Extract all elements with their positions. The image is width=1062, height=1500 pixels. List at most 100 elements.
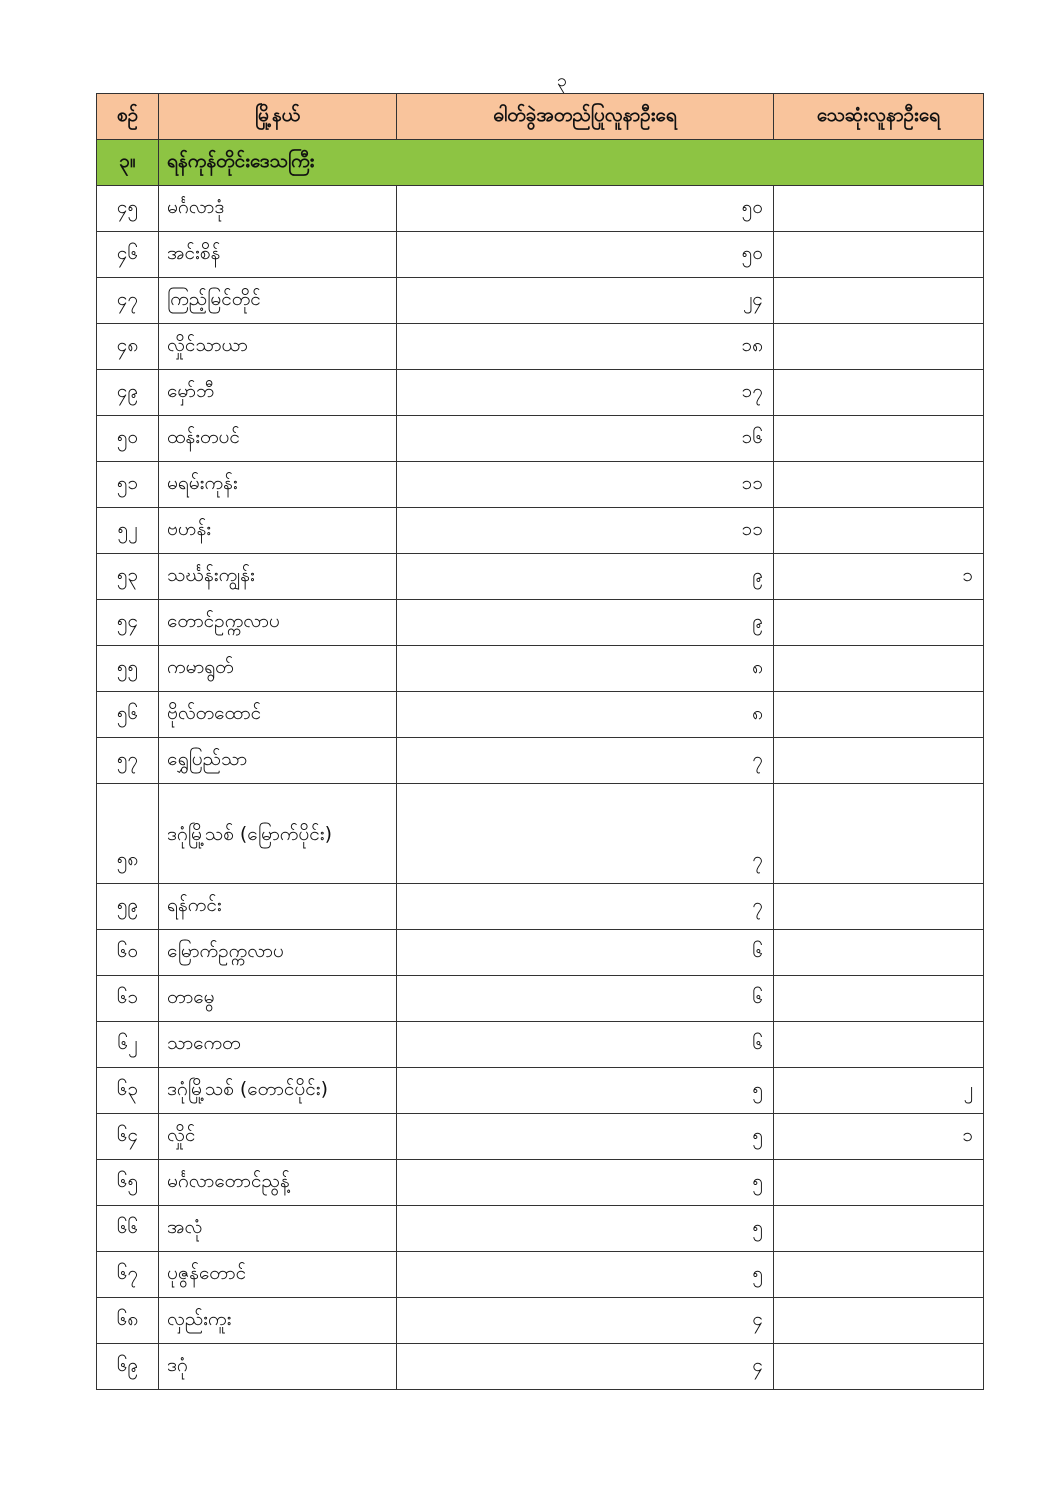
row-no: ၆၄ bbox=[96, 1113, 159, 1160]
township-name: ကြည့်မြင်တိုင် bbox=[158, 277, 397, 324]
death-count bbox=[773, 507, 984, 554]
township-name: ဗဟန်း bbox=[158, 507, 397, 554]
table-row: ၆၉ ဒဂုံ၄ bbox=[96, 1343, 984, 1390]
township-name: ထန်းတပင် bbox=[158, 415, 397, 462]
row-no: ၅၆ bbox=[96, 691, 159, 738]
row-no: ၄၅ bbox=[96, 185, 159, 232]
header-deaths: သေဆုံးလူနာဦးရေ bbox=[773, 93, 984, 140]
row-no: ၆၀ bbox=[96, 929, 159, 976]
confirmed-count: ၅၀ bbox=[396, 185, 774, 232]
table-row: ၅၃ သင်္ဃန်းကျွန်း၉၁ bbox=[96, 553, 984, 600]
death-count bbox=[773, 1297, 984, 1344]
row-no: ၆၈ bbox=[96, 1297, 159, 1344]
death-count bbox=[773, 599, 984, 646]
township-name: ပုဇွန်တောင် bbox=[158, 1251, 397, 1298]
row-no: ၄၇ bbox=[96, 277, 159, 324]
township-name: တာမွေ bbox=[158, 975, 397, 1022]
confirmed-count: ၁၈ bbox=[396, 323, 774, 370]
confirmed-count: ၁၁ bbox=[396, 507, 774, 554]
confirmed-count: ၇ bbox=[396, 783, 774, 884]
row-no: ၆၂ bbox=[96, 1021, 159, 1068]
township-name: ဒဂုံ bbox=[158, 1343, 397, 1390]
table-row: ၄၈ လှိုင်သာယာ ၁၈ bbox=[96, 323, 984, 370]
death-count bbox=[773, 461, 984, 508]
header-no: စဉ် bbox=[96, 93, 159, 140]
table-row: ၆၃ ဒဂုံမြို့သစ် (တောင်ပိုင်း) ၅၂ bbox=[96, 1067, 984, 1114]
confirmed-count: ၈ bbox=[396, 645, 774, 692]
table-row: ၅၇ ရွှေပြည်သာ၇ bbox=[96, 737, 984, 784]
table-row: ၅၉ ရန်ကင်း၇ bbox=[96, 883, 984, 930]
row-no: ၆၉ bbox=[96, 1343, 159, 1390]
page-number: ၃ bbox=[556, 70, 568, 91]
township-name: မရမ်းကုန်း bbox=[158, 461, 397, 508]
township-name: လှည်းကူး bbox=[158, 1297, 397, 1344]
township-cases-table: စဉ် မြို့နယ် ဓါတ်ခွဲအတည်ပြုလူနာဦးရေ သေဆု… bbox=[96, 93, 984, 1390]
death-count bbox=[773, 1251, 984, 1298]
section-title: ရန်ကုန်တိုင်းဒေသကြီး bbox=[158, 139, 984, 186]
confirmed-count: ၄ bbox=[396, 1297, 774, 1344]
row-no: ၆၇ bbox=[96, 1251, 159, 1298]
township-name: တောင်ဥက္ကလာပ bbox=[158, 599, 397, 646]
death-count bbox=[773, 737, 984, 784]
township-name: ဒဂုံမြို့သစ် (မြောက်ပိုင်း) bbox=[158, 783, 397, 884]
township-name: သင်္ဃန်းကျွန်း bbox=[158, 553, 397, 600]
death-count bbox=[773, 415, 984, 462]
confirmed-count: ၅ bbox=[396, 1159, 774, 1206]
confirmed-count: ၅ bbox=[396, 1205, 774, 1252]
death-count: ၁ bbox=[773, 1113, 984, 1160]
confirmed-count: ၈ bbox=[396, 691, 774, 738]
row-no: ၅၀ bbox=[96, 415, 159, 462]
row-no: ၄၈ bbox=[96, 323, 159, 370]
table-row: ၅၄ တောင်ဥက္ကလာပ၉ bbox=[96, 599, 984, 646]
table-row: ၅၂ ဗဟန်း ၁၁ bbox=[96, 507, 984, 554]
death-count bbox=[773, 929, 984, 976]
table-row: ၅၁ မရမ်းကုန်း ၁၁ bbox=[96, 461, 984, 508]
confirmed-count: ၅၀ bbox=[396, 231, 774, 278]
confirmed-count: ၅ bbox=[396, 1067, 774, 1114]
township-name: သာကေတ bbox=[158, 1021, 397, 1068]
row-no: ၅၉ bbox=[96, 883, 159, 930]
table-row: ၅၆ ဗိုလ်တထောင်၈ bbox=[96, 691, 984, 738]
township-name: အင်းစိန် bbox=[158, 231, 397, 278]
table-row: ၆၇ ပုဇွန်တောင်၅ bbox=[96, 1251, 984, 1298]
table-row: ၆၄ လှိုင်၅၁ bbox=[96, 1113, 984, 1160]
confirmed-count: ၆ bbox=[396, 929, 774, 976]
row-no: ၆၃ bbox=[96, 1067, 159, 1114]
table-row: ၆၀ မြောက်ဥက္ကလာပ၆ bbox=[96, 929, 984, 976]
table-row: ၆၁ တာမွေ၆ bbox=[96, 975, 984, 1022]
death-count: ၁ bbox=[773, 553, 984, 600]
death-count bbox=[773, 883, 984, 930]
confirmed-count: ၁၆ bbox=[396, 415, 774, 462]
section-no: ၃။ bbox=[96, 139, 159, 186]
confirmed-count: ၁၇ bbox=[396, 369, 774, 416]
row-no: ၅၅ bbox=[96, 645, 159, 692]
confirmed-count: ၅ bbox=[396, 1251, 774, 1298]
death-count bbox=[773, 645, 984, 692]
header-confirmed: ဓါတ်ခွဲအတည်ပြုလူနာဦးရေ bbox=[396, 93, 774, 140]
township-name: မင်္ဂလာဒုံ bbox=[158, 185, 397, 232]
row-no: ၅၄ bbox=[96, 599, 159, 646]
death-count bbox=[773, 1159, 984, 1206]
table-row: ၄၇ ကြည့်မြင်တိုင် ၂၄ bbox=[96, 277, 984, 324]
row-no: ၄၆ bbox=[96, 231, 159, 278]
confirmed-count: ၆ bbox=[396, 975, 774, 1022]
row-no: ၅၃ bbox=[96, 553, 159, 600]
table-row: ၆၆ အလုံ၅ bbox=[96, 1205, 984, 1252]
confirmed-count: ၉ bbox=[396, 599, 774, 646]
row-no: ၅၇ bbox=[96, 737, 159, 784]
death-count bbox=[773, 277, 984, 324]
death-count: ၂ bbox=[773, 1067, 984, 1114]
death-count bbox=[773, 1343, 984, 1390]
row-no: ၅၂ bbox=[96, 507, 159, 554]
confirmed-count: ၆ bbox=[396, 1021, 774, 1068]
row-no: ၅၁ bbox=[96, 461, 159, 508]
death-count bbox=[773, 691, 984, 738]
row-no: ၆၆ bbox=[96, 1205, 159, 1252]
township-name: မြောက်ဥက္ကလာပ bbox=[158, 929, 397, 976]
death-count bbox=[773, 185, 984, 232]
township-name: အလုံ bbox=[158, 1205, 397, 1252]
township-name: ဗိုလ်တထောင် bbox=[158, 691, 397, 738]
death-count bbox=[773, 231, 984, 278]
death-count bbox=[773, 975, 984, 1022]
township-name: ဒဂုံမြို့သစ် (တောင်ပိုင်း) bbox=[158, 1067, 397, 1114]
